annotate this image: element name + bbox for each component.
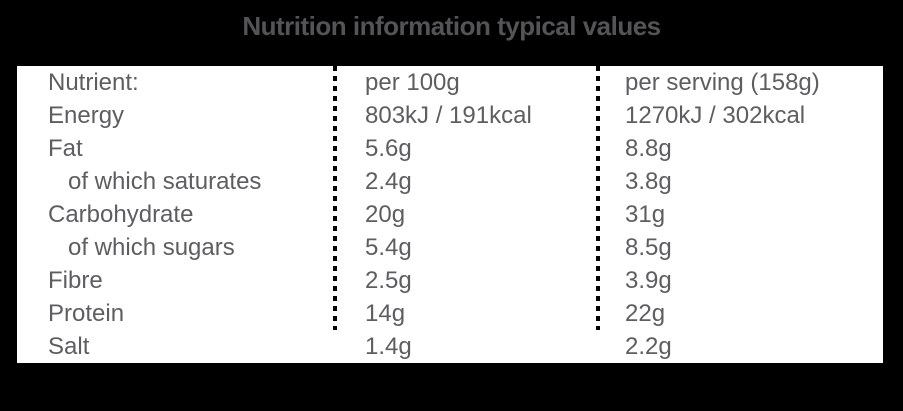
column-divider-per-100g (333, 66, 337, 330)
table-row-protein: Protein 14g 22g (17, 297, 883, 330)
row-label: Protein (48, 300, 125, 327)
row-label: of which saturates (68, 168, 262, 195)
row-per-serving: 22g (625, 300, 666, 327)
row-per-serving: 8.5g (625, 234, 672, 261)
row-per-100g: 803kJ / 191kcal (365, 102, 532, 129)
row-label: of which sugars (68, 234, 235, 261)
row-per-100g: 14g (365, 300, 406, 327)
row-label: Fat (48, 135, 83, 162)
row-per-100g: 2.5g (365, 267, 412, 294)
row-per-100g: 2.4g (365, 168, 412, 195)
column-divider-per-serving (596, 66, 600, 330)
page-title: Nutrition information typical values (242, 11, 661, 41)
row-per-serving: 3.8g (625, 168, 672, 195)
table-header-row: Nutrient: per 100g per serving (158g) (17, 66, 883, 99)
row-per-100g: 1.4g (365, 333, 412, 360)
header-per-serving: per serving (158g) (625, 69, 820, 96)
nutrition-panel: Nutrient: per 100g per serving (158g) En… (17, 66, 883, 363)
table-row-sugars: of which sugars 5.4g 8.5g (17, 231, 883, 264)
row-per-100g: 20g (365, 201, 406, 228)
row-label: Energy (48, 102, 125, 129)
nutrition-table: Nutrient: per 100g per serving (158g) En… (17, 66, 883, 363)
header-per-100g: per 100g (365, 69, 460, 96)
row-per-100g: 5.4g (365, 234, 412, 261)
table-row-fat: Fat 5.6g 8.8g (17, 132, 883, 165)
row-label: Carbohydrate (48, 201, 194, 228)
table-row-fibre: Fibre 2.5g 3.9g (17, 264, 883, 297)
row-per-serving: 8.8g (625, 135, 672, 162)
table-row-salt: Salt 1.4g 2.2g (17, 330, 883, 363)
row-per-serving: 2.2g (625, 333, 672, 360)
row-per-serving: 1270kJ / 302kcal (625, 102, 806, 129)
row-per-100g: 5.6g (365, 135, 412, 162)
table-row-saturates: of which saturates 2.4g 3.8g (17, 165, 883, 198)
header-nutrient: Nutrient: (48, 69, 139, 96)
row-label: Salt (48, 333, 90, 360)
table-row-carbohydrate: Carbohydrate 20g 31g (17, 198, 883, 231)
row-per-serving: 3.9g (625, 267, 672, 294)
row-per-serving: 31g (625, 201, 666, 228)
row-label: Fibre (48, 267, 103, 294)
table-row-energy: Energy 803kJ / 191kcal 1270kJ / 302kcal (17, 99, 883, 132)
